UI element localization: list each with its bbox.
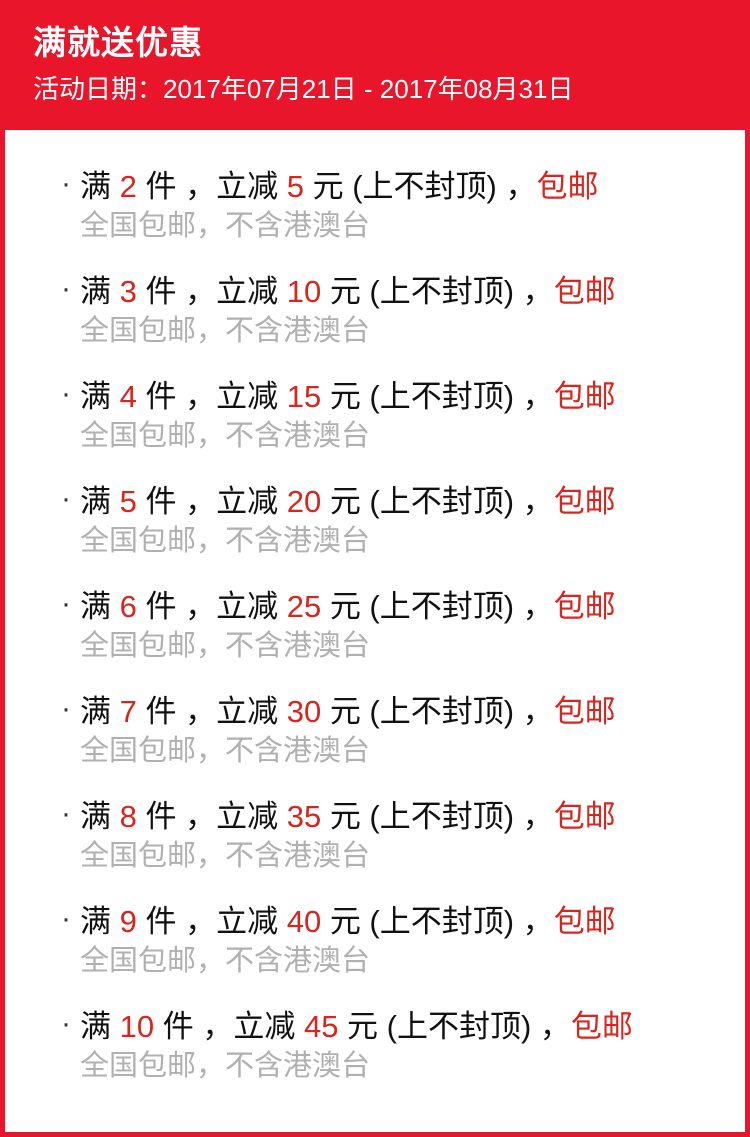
offer-item: · 满 2 件 ，立减 5 元 (上不封顶) ，包邮 全国包邮，不含港澳台 (61, 166, 705, 242)
offer-middle-label: 件 ，立减 (136, 904, 287, 939)
offer-discount-amount: 45 (303, 1009, 339, 1044)
bullet-icon: · (61, 692, 71, 725)
offer-item: · 满 8 件 ，立减 35 元 (上不封顶) ，包邮 全国包邮，不含港澳台 (61, 796, 705, 872)
offer-suffix-label: 元 (上不封顶) ， (303, 169, 537, 204)
promo-header: 满就送优惠 活动日期：2017年07月21日 - 2017年08月31日 (0, 0, 750, 108)
offer-discount-amount: 35 (286, 799, 322, 834)
offer-quantity: 10 (119, 1009, 155, 1044)
offer-middle-label: 件 ，立减 (136, 274, 287, 309)
offer-quantity: 3 (119, 274, 137, 309)
offer-main-line: · 满 9 件 ，立减 40 元 (上不封顶) ，包邮 (61, 901, 705, 943)
offer-prefix-label: 满 (80, 379, 120, 414)
offer-middle-label: 件 ，立减 (136, 169, 287, 204)
offer-prefix-label: 满 (80, 169, 120, 204)
offer-main-line: · 满 2 件 ，立减 5 元 (上不封顶) ，包邮 (61, 166, 705, 208)
free-shipping-label: 包邮 (553, 694, 616, 729)
offer-note: 全国包邮，不含港澳台 (80, 420, 371, 452)
offer-item: · 满 7 件 ，立减 30 元 (上不封顶) ，包邮 全国包邮，不含港澳台 (61, 691, 705, 767)
offer-main-line: · 满 7 件 ，立减 30 元 (上不封顶) ，包邮 (61, 691, 705, 733)
offer-prefix-label: 满 (80, 484, 120, 519)
offer-main-line: · 满 8 件 ，立减 35 元 (上不封顶) ，包邮 (61, 796, 705, 838)
free-shipping-label: 包邮 (553, 484, 616, 519)
offer-note: 全国包邮，不含港澳台 (80, 630, 371, 662)
offer-main-line: · 满 6 件 ，立减 25 元 (上不封顶) ，包邮 (61, 586, 705, 628)
offer-prefix-label: 满 (80, 1009, 120, 1044)
page-title: 满就送优惠 (33, 24, 203, 61)
offer-item: · 满 6 件 ，立减 25 元 (上不封顶) ，包邮 全国包邮，不含港澳台 (61, 586, 705, 662)
offer-note: 全国包邮，不含港澳台 (80, 735, 371, 767)
offer-quantity: 6 (119, 589, 137, 624)
offer-main-line: · 满 10 件 ，立减 45 元 (上不封顶) ，包邮 (61, 1006, 705, 1048)
offer-item: · 满 3 件 ，立减 10 元 (上不封顶) ，包邮 全国包邮，不含港澳台 (61, 271, 705, 347)
free-shipping-label: 包邮 (570, 1009, 633, 1044)
offer-middle-label: 件 ，立减 (136, 379, 287, 414)
offer-note: 全国包邮，不含港澳台 (80, 840, 371, 872)
offer-note: 全国包邮，不含港澳台 (80, 210, 371, 242)
offer-prefix-label: 满 (80, 274, 120, 309)
activity-date-range: 活动日期：2017年07月21日 - 2017年08月31日 (33, 74, 574, 104)
bullet-icon: · (61, 1007, 71, 1040)
offer-discount-amount: 25 (286, 589, 322, 624)
offer-middle-label: 件 ，立减 (136, 799, 287, 834)
offer-quantity: 2 (119, 169, 137, 204)
offer-item: · 满 9 件 ，立减 40 元 (上不封顶) ，包邮 全国包邮，不含港澳台 (61, 901, 705, 977)
offer-prefix-label: 满 (80, 694, 120, 729)
offer-note: 全国包邮，不含港澳台 (80, 525, 371, 557)
offer-item: · 满 5 件 ，立减 20 元 (上不封顶) ，包邮 全国包邮，不含港澳台 (61, 481, 705, 557)
offer-note: 全国包邮，不含港澳台 (80, 1050, 371, 1082)
offer-middle-label: 件 ，立减 (136, 484, 287, 519)
bullet-icon: · (61, 902, 71, 935)
bullet-icon: · (61, 797, 71, 830)
offer-main-line: · 满 4 件 ，立减 15 元 (上不封顶) ，包邮 (61, 376, 705, 418)
offer-discount-amount: 40 (286, 904, 322, 939)
free-shipping-label: 包邮 (553, 379, 616, 414)
offer-middle-label: 件 ，立减 (136, 694, 287, 729)
offer-main-line: · 满 3 件 ，立减 10 元 (上不封顶) ，包邮 (61, 271, 705, 313)
offer-quantity: 4 (119, 379, 137, 414)
offer-item: · 满 10 件 ，立减 45 元 (上不封顶) ，包邮 全国包邮，不含港澳台 (61, 1006, 705, 1082)
offer-suffix-label: 元 (上不封顶) ， (321, 379, 554, 414)
bullet-icon: · (61, 587, 71, 620)
offer-suffix-label: 元 (上不封顶) ， (321, 694, 554, 729)
offer-discount-amount: 10 (286, 274, 322, 309)
offer-item: · 满 4 件 ，立减 15 元 (上不封顶) ，包邮 全国包邮，不含港澳台 (61, 376, 705, 452)
offer-prefix-label: 满 (80, 904, 120, 939)
free-shipping-label: 包邮 (553, 589, 616, 624)
offer-prefix-label: 满 (80, 799, 120, 834)
offer-quantity: 7 (119, 694, 137, 729)
offer-suffix-label: 元 (上不封顶) ， (321, 904, 554, 939)
offer-discount-amount: 20 (286, 484, 322, 519)
free-shipping-label: 包邮 (553, 274, 616, 309)
bullet-icon: · (61, 482, 71, 515)
offer-suffix-label: 元 (上不封顶) ， (321, 274, 554, 309)
offer-discount-amount: 5 (286, 169, 304, 204)
bullet-icon: · (61, 167, 71, 200)
offer-discount-amount: 30 (286, 694, 322, 729)
free-shipping-label: 包邮 (553, 904, 616, 939)
offer-prefix-label: 满 (80, 589, 120, 624)
offer-quantity: 5 (119, 484, 137, 519)
free-shipping-label: 包邮 (536, 169, 599, 204)
offer-middle-label: 件 ，立减 (136, 589, 287, 624)
offer-suffix-label: 元 (上不封顶) ， (338, 1009, 571, 1044)
offer-discount-amount: 15 (286, 379, 322, 414)
offer-suffix-label: 元 (上不封顶) ， (321, 589, 554, 624)
offer-suffix-label: 元 (上不封顶) ， (321, 484, 554, 519)
free-shipping-label: 包邮 (553, 799, 616, 834)
offer-middle-label: 件 ，立减 (154, 1009, 304, 1044)
offer-main-line: · 满 5 件 ，立减 20 元 (上不封顶) ，包邮 (61, 481, 705, 523)
offer-note: 全国包邮，不含港澳台 (80, 945, 371, 977)
offer-quantity: 9 (119, 904, 137, 939)
bullet-icon: · (61, 272, 71, 305)
offer-suffix-label: 元 (上不封顶) ， (321, 799, 554, 834)
offer-quantity: 8 (119, 799, 137, 834)
offer-note: 全国包邮，不含港澳台 (80, 315, 371, 347)
bullet-icon: · (61, 377, 71, 410)
offer-list: · 满 2 件 ，立减 5 元 (上不封顶) ，包邮 全国包邮，不含港澳台 · 满 … (5, 130, 745, 1132)
